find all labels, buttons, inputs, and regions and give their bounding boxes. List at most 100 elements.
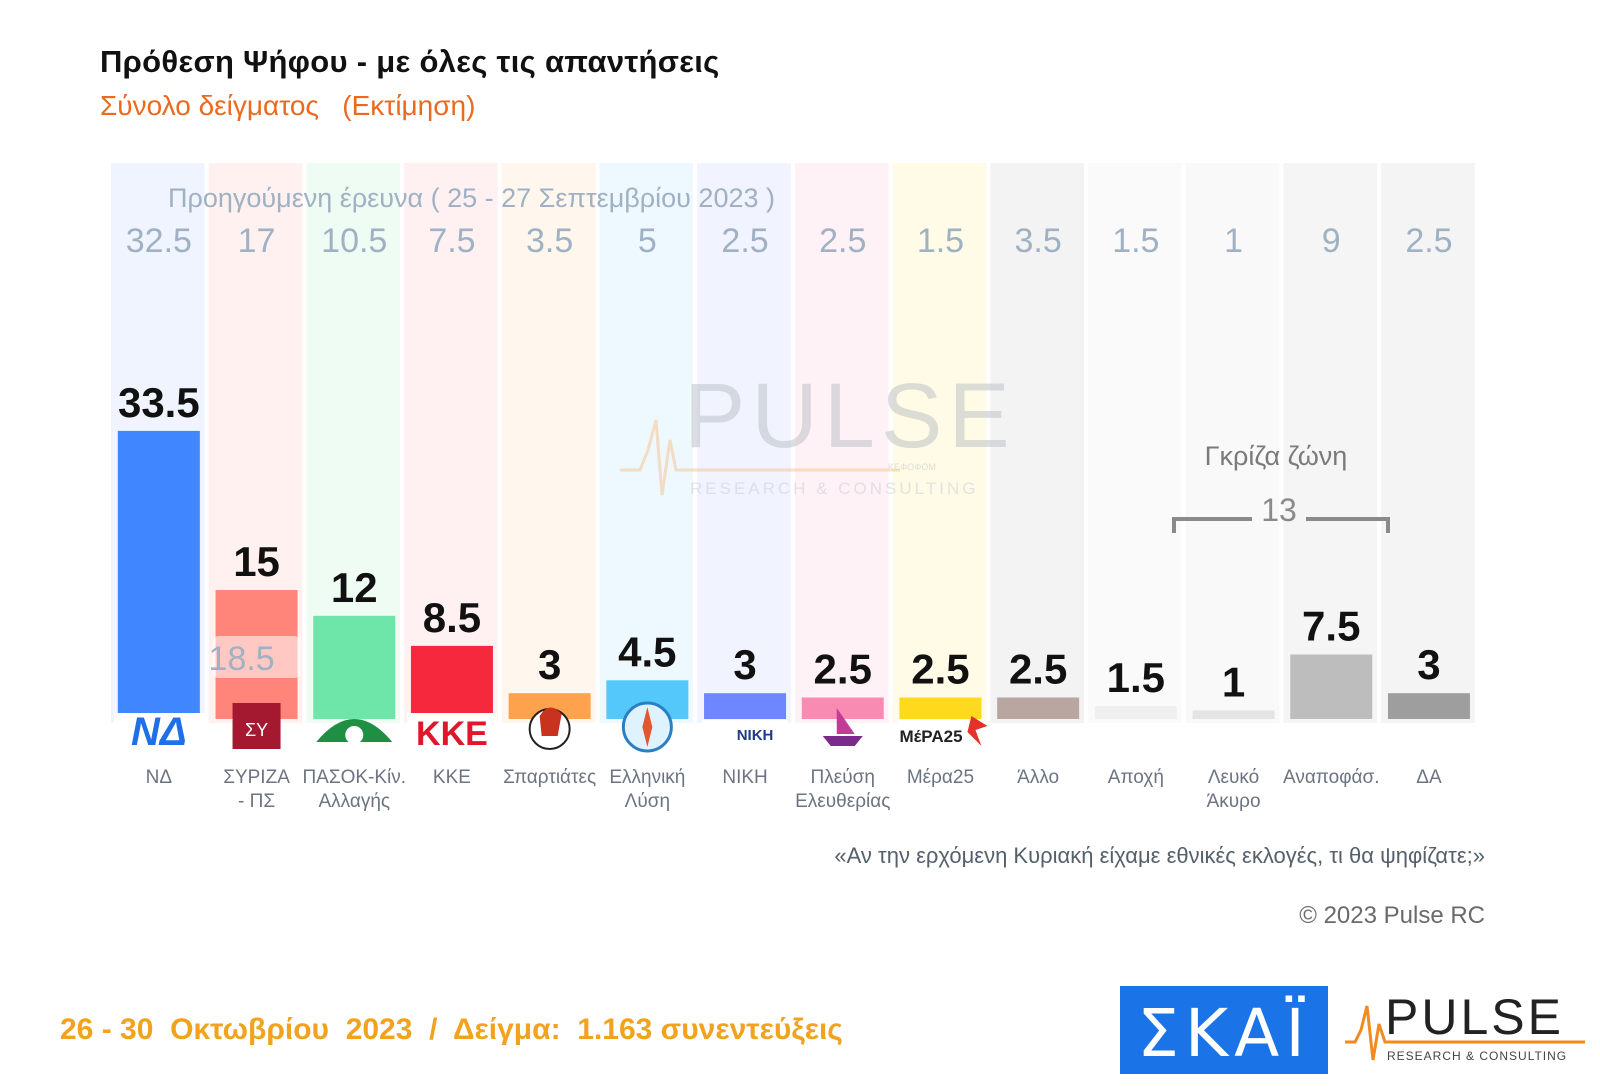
vote-intention-chart: Προηγούμενη έρευνα ( 25 - 27 Σεπτεμβρίου… xyxy=(111,163,1475,812)
column-background xyxy=(892,163,987,723)
bar xyxy=(410,645,493,719)
value-label: 33.5 xyxy=(118,379,200,426)
compass-needle xyxy=(642,707,653,747)
helmet-crest xyxy=(539,707,562,736)
value-label: 15 xyxy=(233,538,280,585)
logo-backdrop xyxy=(406,713,497,749)
value-label: 1 xyxy=(1222,658,1245,705)
column-background xyxy=(794,163,889,723)
value-label: 3 xyxy=(733,641,756,688)
category-label: ΚΚΕ xyxy=(433,767,471,788)
previous-value-label: 7.5 xyxy=(428,222,475,260)
category-label: Μέρα25 xyxy=(907,767,974,788)
column-background xyxy=(1088,163,1182,723)
previous-value-label: 32.5 xyxy=(126,222,192,260)
niki-logo: ΝΙΚΗ xyxy=(702,720,789,744)
previous-value-label: 2.5 xyxy=(819,222,866,260)
pulse-logo-line xyxy=(1345,1005,1585,1061)
survey-question: «Αν την ερχόμενη Κυριακή είχαμε εθνικές … xyxy=(834,843,1485,868)
bar xyxy=(1094,706,1177,719)
nd-logo: ΝΔ xyxy=(113,710,206,754)
previous-value-label: 1.5 xyxy=(917,222,964,260)
watermark-word: PULSE xyxy=(684,365,1016,467)
column-background xyxy=(697,163,791,723)
category-label: ΝΙΚΗ xyxy=(722,767,767,788)
gray-zone-bracket-right xyxy=(1306,517,1390,533)
logo-text: ΜέΡΑ25 xyxy=(899,727,962,746)
value-label: 2.5 xyxy=(911,646,969,693)
syriza-logo: ΣΥ xyxy=(232,703,281,749)
category-label: Ελευθερίας xyxy=(795,791,890,812)
value-label: 12 xyxy=(331,564,378,611)
skat-logo-text: ΣΚΑΪ xyxy=(1137,995,1311,1072)
value-label: 2.5 xyxy=(814,646,872,693)
bar xyxy=(1387,693,1470,719)
ship-hull xyxy=(822,736,863,746)
previous-value-label: 1.5 xyxy=(1112,222,1159,260)
value-label: 2.5 xyxy=(1009,646,1067,693)
watermark: PULSE ΚΕΦΟΦΟΜ RESEARCH & CONSULTING xyxy=(620,365,1016,498)
category-label: Σπαρτιάτες xyxy=(503,767,596,788)
category-label: - ΠΣ xyxy=(238,791,275,812)
bar xyxy=(1290,654,1373,719)
ship-sail xyxy=(836,708,855,734)
category-label: Λευκό xyxy=(1208,767,1259,788)
bar xyxy=(801,697,884,719)
previous-value-label: 5 xyxy=(638,222,657,260)
category-label: Άκυρο xyxy=(1207,791,1261,812)
logo-backdrop xyxy=(232,703,281,749)
bar xyxy=(899,697,982,719)
bar xyxy=(313,615,396,719)
pulse-logo: PULSE RESEARCH & CONSULTING xyxy=(1345,990,1585,1063)
previous-value-label: 17 xyxy=(238,222,276,260)
logo-backdrop xyxy=(113,713,206,749)
previous-value-label: 3.5 xyxy=(1015,222,1062,260)
logo-text: ΝΙΚΗ xyxy=(737,727,774,744)
chart-subtitle: Σύνολο δείγματος (Εκτίμηση) xyxy=(100,90,476,121)
sun-center xyxy=(345,726,364,744)
category-label: Αλλαγής xyxy=(318,791,390,812)
logo-text: ΚΚΕ xyxy=(416,715,488,753)
column-background xyxy=(599,163,694,723)
previous-value-label: 2.5 xyxy=(721,222,768,260)
previous-value-label: 1 xyxy=(1224,222,1243,260)
value-label: 3 xyxy=(1417,641,1440,688)
inset-label-box xyxy=(212,636,301,678)
category-label: Πλεύση xyxy=(811,767,875,788)
skat-logo: ΣΚΑΪ xyxy=(1120,986,1328,1074)
column-background xyxy=(501,163,596,723)
column-background xyxy=(1381,163,1475,723)
party-logos: ΝΔ ΣΥ ΚΚΕ ΝΙΚΗ ΜέΡΑ25 xyxy=(113,701,988,754)
gray-zone-value: 13 xyxy=(1261,492,1297,528)
category-label: Λύση xyxy=(625,791,670,812)
spartiates-logo xyxy=(528,707,571,750)
column-background xyxy=(1185,163,1280,723)
bird-shape xyxy=(967,716,988,746)
category-label: Αναποφάσ. xyxy=(1283,767,1380,788)
value-label: 3 xyxy=(538,641,561,688)
column-background xyxy=(990,163,1084,723)
pulse-logo-tagline: RESEARCH & CONSULTING xyxy=(1387,1049,1567,1063)
value-label: 7.5 xyxy=(1302,603,1360,650)
category-label: Αποχή xyxy=(1108,767,1164,788)
watermark-small: ΚΕΦΟΦΟΜ xyxy=(888,462,936,472)
previous-value-label: 9 xyxy=(1322,222,1341,260)
bar xyxy=(1192,710,1275,719)
column-background xyxy=(1283,163,1378,723)
gray-zone-label: Γκρίζα ζώνη xyxy=(1205,441,1348,471)
value-label: 4.5 xyxy=(618,628,676,675)
previous-values: 32.5 17 10.5 7.5 3.5 5 2.5 2.5 1.5 3.5 1.5 1 9 2.5 xyxy=(126,222,1453,260)
category-label: Ελληνική xyxy=(609,767,685,788)
bar xyxy=(997,697,1080,719)
watermark-pulse-line xyxy=(620,419,900,496)
skat-logo-mark: ΣΚΑΪ xyxy=(1137,995,1311,1072)
logo-backdrop xyxy=(702,720,789,744)
logo-text: ΝΔ xyxy=(131,710,187,754)
gray-zone-bracket-left xyxy=(1172,517,1252,533)
watermark-tagline: RESEARCH & CONSULTING xyxy=(690,479,978,498)
pasok-logo xyxy=(316,719,393,744)
category-labels: ΝΔ ΣΥΡΙΖΑ - ΠΣ ΠΑΣΟΚ-Κίν. Αλλαγής ΚΚΕ Σπαρτιάτ… xyxy=(146,767,1442,812)
category-label: ΠΑΣΟΚ-Κίν. xyxy=(302,767,406,788)
category-label: ΣΥΡΙΖΑ xyxy=(223,767,290,788)
category-label: ΝΔ xyxy=(146,767,173,788)
